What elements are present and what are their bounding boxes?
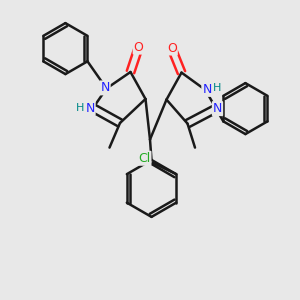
Text: N: N (100, 81, 110, 94)
Text: H: H (76, 103, 85, 113)
Text: Cl: Cl (138, 152, 151, 165)
Text: N: N (213, 102, 222, 115)
Text: N: N (85, 101, 95, 115)
Text: H: H (213, 82, 221, 93)
Text: O: O (134, 40, 143, 54)
Text: O: O (167, 41, 177, 55)
Text: N: N (202, 83, 212, 96)
